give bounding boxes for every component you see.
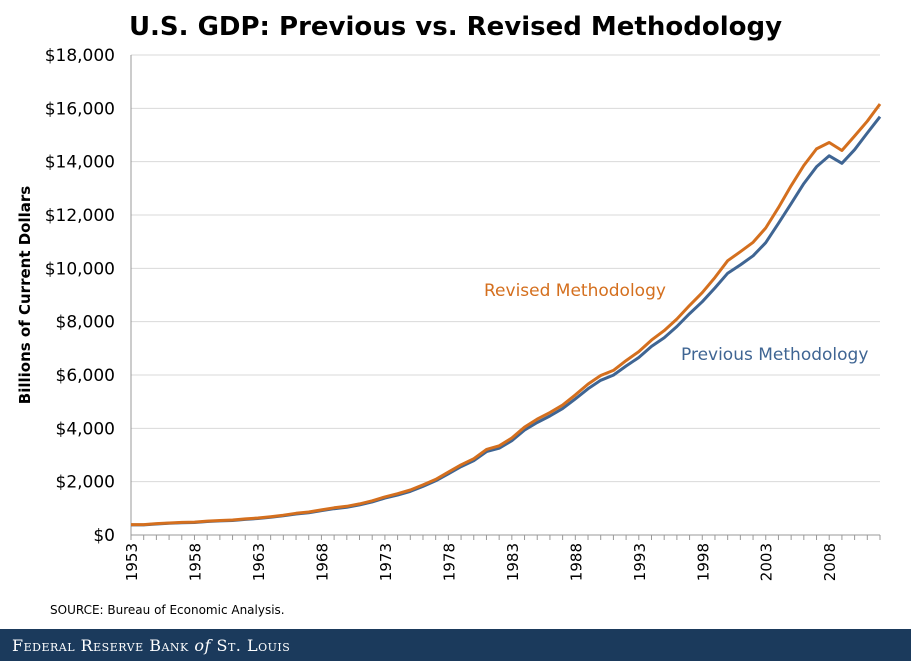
x-tick-label: 1978 bbox=[440, 543, 458, 581]
labels: Billions of Current Dollars Revised Meth… bbox=[16, 186, 868, 404]
x-tick-label: 1963 bbox=[250, 543, 268, 581]
y-tick-label: $16,000 bbox=[45, 99, 115, 119]
revised-methodology-line bbox=[131, 103, 882, 527]
y-tick-label: $2,000 bbox=[56, 473, 115, 493]
footer-text-part3: St. Louis bbox=[210, 636, 291, 655]
x-tick-label: 1973 bbox=[377, 543, 395, 581]
x-tick-label: 1998 bbox=[694, 543, 712, 581]
previous-methodology-line bbox=[131, 115, 882, 527]
x-tick-label: 2003 bbox=[758, 543, 776, 581]
series-lines bbox=[131, 103, 882, 527]
footer-text-part2: of bbox=[194, 636, 211, 655]
previous-series-label: Previous Methodology bbox=[681, 345, 868, 365]
axes: $0 $2,000 $4,000 $6,000 $8,000 $10,000 $12,000… bbox=[45, 46, 881, 581]
footer-text: Federal Reserve Bank of St. Louis bbox=[12, 636, 290, 655]
chart-title: U.S. GDP: Previous vs. Revised Methodolo… bbox=[128, 12, 783, 42]
footer-text-part1: Federal Reserve Bank bbox=[12, 636, 195, 655]
x-tick-label: 1958 bbox=[186, 543, 204, 581]
gdp-line-chart: $0 $2,000 $4,000 $6,000 $8,000 $10,000 $12,000… bbox=[16, 46, 882, 581]
y-tick-label: $18,000 bbox=[45, 46, 115, 66]
x-tick-label: 1953 bbox=[123, 543, 141, 581]
y-tick-label: $8,000 bbox=[56, 313, 115, 333]
source-note: SOURCE: Bureau of Economic Analysis. bbox=[50, 603, 285, 617]
revised-series-label: Revised Methodology bbox=[484, 281, 666, 301]
y-tick-label: $10,000 bbox=[45, 259, 115, 279]
y-tick-label: $14,000 bbox=[45, 153, 115, 173]
footer-bar: Federal Reserve Bank of St. Louis bbox=[0, 629, 911, 661]
x-tick-label: 1983 bbox=[504, 543, 522, 581]
x-tick-label: 1993 bbox=[631, 543, 649, 581]
x-tick-label: 2008 bbox=[821, 543, 839, 581]
x-tick-label: 1988 bbox=[567, 543, 585, 581]
x-tick-label: 1968 bbox=[313, 543, 331, 581]
y-tick-label: $12,000 bbox=[45, 206, 115, 226]
y-axis-title: Billions of Current Dollars bbox=[16, 186, 34, 404]
y-tick-label: $4,000 bbox=[56, 419, 115, 439]
y-tick-label: $0 bbox=[93, 526, 115, 546]
gridlines bbox=[131, 54, 880, 483]
y-tick-label: $6,000 bbox=[56, 366, 115, 386]
